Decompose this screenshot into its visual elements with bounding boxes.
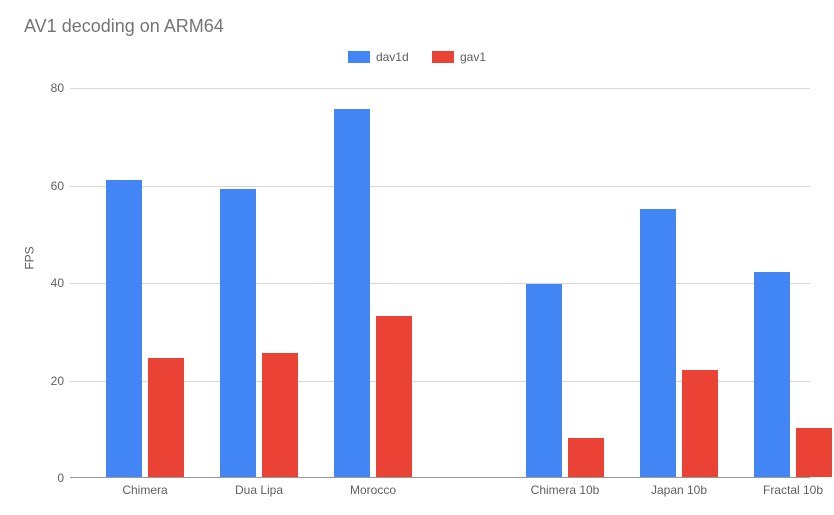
y-tick-label: 20: [40, 374, 64, 388]
x-tick-label: Dua Lipa: [235, 483, 283, 497]
bar-dav1d: [754, 272, 790, 477]
y-tick-label: 0: [40, 471, 64, 485]
bar-dav1d: [220, 189, 256, 477]
y-tick-label: 80: [40, 81, 64, 95]
bar-gav1: [568, 438, 604, 477]
bar-gav1: [148, 358, 184, 477]
x-tick-label: Chimera: [122, 483, 167, 497]
legend-label-gav1: gav1: [460, 50, 486, 64]
legend-item-dav1d: dav1d: [348, 50, 409, 64]
y-axis-label: FPS: [23, 246, 37, 269]
legend: dav1d gav1: [0, 50, 834, 66]
bar-gav1: [376, 316, 412, 477]
legend-item-gav1: gav1: [432, 50, 486, 64]
legend-swatch-gav1: [432, 51, 454, 63]
chart-title: AV1 decoding on ARM64: [24, 16, 224, 37]
gridline: [70, 283, 810, 284]
bar-dav1d: [334, 109, 370, 477]
y-tick-label: 60: [40, 179, 64, 193]
bar-dav1d: [640, 209, 676, 477]
chart-container: AV1 decoding on ARM64 dav1d gav1 FPS 020…: [0, 0, 834, 515]
bar-gav1: [682, 370, 718, 477]
bar-dav1d: [106, 180, 142, 477]
legend-label-dav1d: dav1d: [376, 50, 409, 64]
x-tick-label: Chimera 10b: [531, 483, 600, 497]
plot-area: 020406080ChimeraDua LipaMoroccoChimera 1…: [70, 88, 810, 478]
bar-dav1d: [526, 284, 562, 477]
legend-swatch-dav1d: [348, 51, 370, 63]
x-tick-label: Fractal 10b: [763, 483, 823, 497]
y-tick-label: 40: [40, 276, 64, 290]
x-tick-label: Morocco: [350, 483, 396, 497]
x-tick-label: Japan 10b: [651, 483, 707, 497]
bar-gav1: [796, 428, 832, 477]
bar-gav1: [262, 353, 298, 477]
gridline: [70, 186, 810, 187]
gridline: [70, 88, 810, 89]
